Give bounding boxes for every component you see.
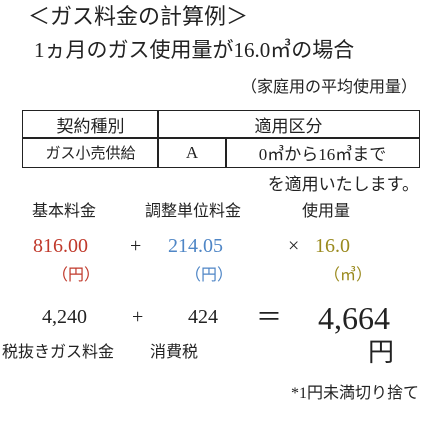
- operator: ×: [288, 235, 300, 257]
- value: 16.0: [315, 235, 350, 257]
- result-label: 消費税: [150, 344, 199, 361]
- title: ＜ガス料金の計算例＞: [28, 4, 249, 29]
- result-value: 424: [188, 306, 218, 328]
- note: （家庭用の平均使用量）: [240, 79, 417, 96]
- table-header-cell: 契約種別: [22, 110, 159, 139]
- footnote: *1円未満切り捨て: [290, 385, 419, 402]
- table: 契約種別 適用区分 ガス小売供給 A 0㎥から16㎥まで: [22, 110, 420, 168]
- unit: （円）: [52, 267, 101, 284]
- unit: （㎥）: [324, 267, 373, 284]
- result-label: 税抜きガス料金: [2, 344, 115, 361]
- unit: （円）: [185, 267, 234, 284]
- table-cell: A: [157, 137, 227, 168]
- total: 4,664: [318, 300, 390, 336]
- operator: ＝: [256, 303, 283, 332]
- table-header-cell: 適用区分: [157, 110, 420, 139]
- operator: +: [132, 306, 144, 328]
- subtitle: 1ヵ月のガス使用量が16.0㎥の場合: [34, 38, 355, 62]
- operator: +: [130, 235, 142, 257]
- label: 基本料金: [32, 203, 97, 220]
- result-value: 4,240: [42, 306, 87, 328]
- table-cell: 0㎥から16㎥まで: [225, 137, 420, 168]
- value: 816.00: [33, 235, 88, 257]
- value: 214.05: [168, 235, 223, 257]
- yen-unit: 円: [368, 338, 395, 367]
- table-cell: ガス小売供給: [22, 137, 159, 168]
- applied-text: を適用いたします。: [267, 175, 419, 194]
- label: 調整単位料金: [145, 203, 242, 220]
- label: 使用量: [302, 203, 351, 220]
